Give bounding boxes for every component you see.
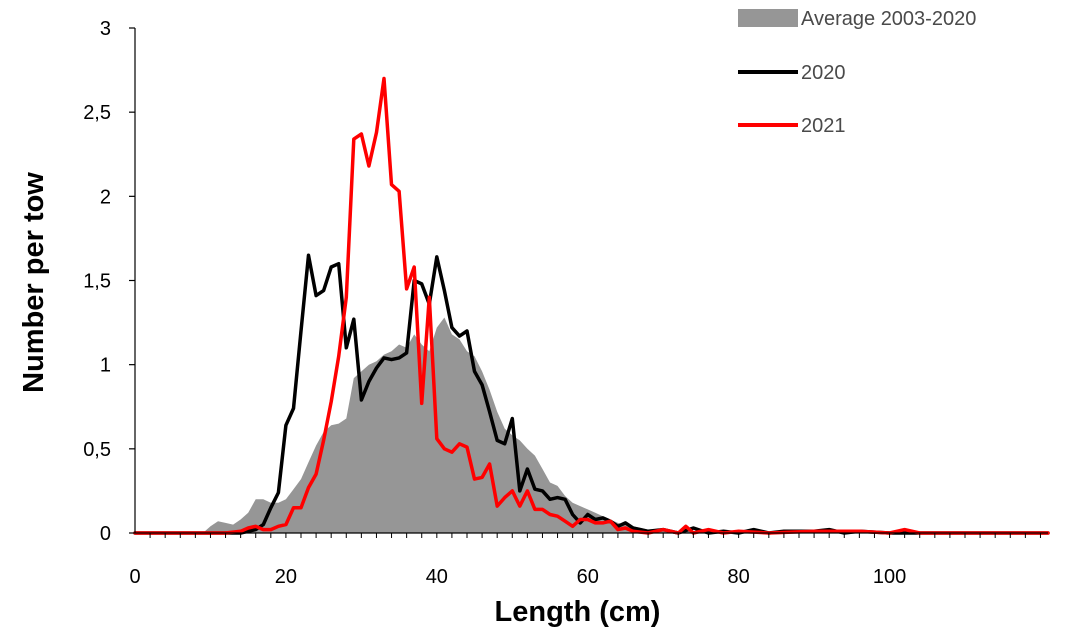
y-axis-title: Number per tow xyxy=(18,172,50,393)
x-tick-label: 0 xyxy=(129,566,140,588)
series-layer xyxy=(133,76,1050,535)
x-ticks: 0 20 40 60 80 100 xyxy=(129,533,1041,588)
x-axis-title: Length (cm) xyxy=(495,596,661,628)
x-tick-label: 20 xyxy=(275,566,297,588)
legend-label: Average 2003-2020 xyxy=(801,8,976,30)
plot-area: 0 0,5 1 1,5 2 2,5 3 0 20 40 60 80 100 xyxy=(83,18,1050,588)
y-tick-label: 0 xyxy=(100,523,111,545)
legend-swatch-area xyxy=(738,9,798,27)
legend-label: 2020 xyxy=(801,62,846,84)
y-tick-label: 1,5 xyxy=(83,271,111,293)
x-tick-label: 80 xyxy=(728,566,750,588)
legend-label: 2021 xyxy=(801,115,846,137)
x-tick-label: 100 xyxy=(873,566,906,588)
y-tick-label: 2,5 xyxy=(83,102,111,124)
y-tick-label: 3 xyxy=(100,18,111,40)
x-tick-label: 40 xyxy=(426,566,448,588)
y-tick-label: 2 xyxy=(100,186,111,208)
y-ticks: 0 0,5 1 1,5 2 2,5 3 xyxy=(83,18,135,545)
y-tick-label: 1 xyxy=(100,355,111,377)
x-tick-label: 60 xyxy=(577,566,599,588)
y-tick-label: 0,5 xyxy=(83,439,111,461)
series-area-average xyxy=(135,317,1048,533)
legend: Average 2003-2020 2020 2021 xyxy=(738,8,976,137)
series-line-2021 xyxy=(133,76,1050,535)
series-line-2020 xyxy=(133,253,1050,535)
